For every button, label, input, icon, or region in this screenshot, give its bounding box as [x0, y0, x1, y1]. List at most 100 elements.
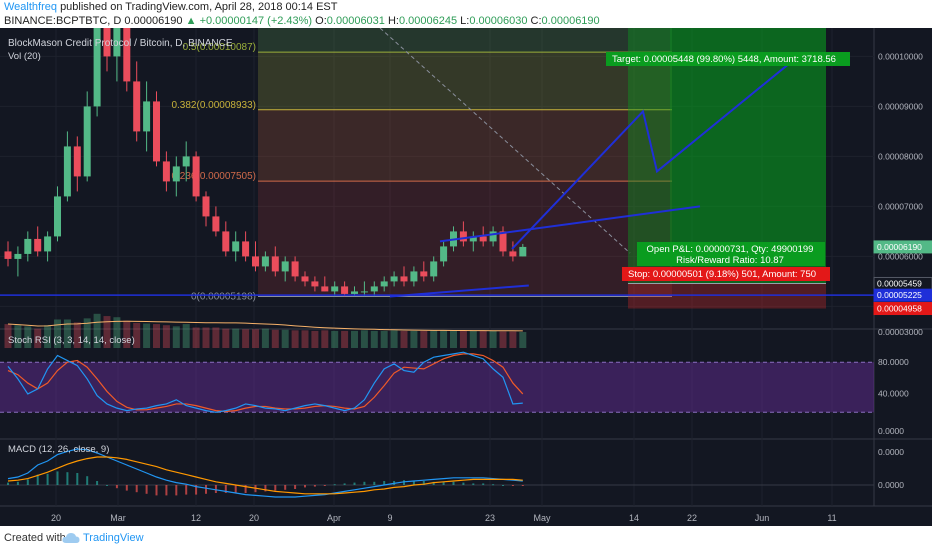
candle-body [281, 261, 289, 272]
footer: Created with TradingView [0, 526, 932, 550]
price-axis-tick: 0.00003000 [878, 327, 923, 337]
chart-area[interactable]: 0.618(0.00011240)0.5(0.00010087)0.382(0.… [0, 0, 932, 526]
price-badge: 0.00005459 [877, 278, 922, 288]
projection-path [511, 55, 799, 250]
up-arrow-icon: ▲ [185, 15, 197, 27]
macd-histogram-bar [106, 485, 108, 486]
candle-body [133, 81, 141, 132]
candle-body [400, 276, 408, 282]
macd-histogram-bar [56, 471, 59, 485]
fib-level-label: 0.382(0.00008933) [171, 100, 256, 111]
macd-histogram-bar [432, 481, 435, 485]
candle-body [93, 21, 101, 107]
macd-histogram-bar [125, 485, 128, 491]
volume-bar [509, 331, 517, 348]
stop-zone [628, 283, 826, 309]
high-label: H: [387, 15, 399, 27]
candle-body [370, 286, 378, 292]
candle-body [34, 238, 42, 252]
created-with-text: Created with [4, 532, 66, 544]
volume-bar [222, 328, 230, 348]
volume-bar [360, 330, 368, 348]
macd-histogram-bar [244, 485, 247, 493]
stoch-axis-tick: 40.0000 [878, 389, 909, 399]
macd-histogram-bar [363, 481, 366, 485]
macd-histogram-bar [412, 481, 415, 485]
volume-bar [103, 316, 111, 348]
candle-body [430, 261, 438, 277]
volume-bar [390, 330, 398, 348]
candle-body [83, 106, 91, 177]
volume-bar [410, 330, 418, 348]
tradingview-brand[interactable]: TradingView [83, 532, 144, 544]
volume-bar [212, 327, 220, 348]
candle-body [63, 146, 71, 197]
candle-body [192, 156, 200, 197]
macd-histogram-bar [492, 484, 495, 486]
volume-bar [400, 330, 408, 348]
candle-body [242, 241, 250, 257]
fib-level-label: 0.236(0.00007505) [171, 171, 256, 182]
high-value: 0.00006245 [398, 15, 458, 27]
price-axis-tick: 0.00007000 [878, 201, 923, 211]
author-link[interactable]: Wealthfreq [4, 1, 57, 13]
tradingview-cloud-icon [62, 533, 80, 543]
macd-histogram-bar [511, 485, 514, 486]
candle-body [519, 246, 527, 257]
volume-bar [113, 317, 121, 348]
candle-body [311, 281, 319, 287]
open-value: 0.00006031 [326, 15, 385, 27]
macd-histogram-bar [383, 481, 386, 485]
stoch-axis-tick: 80.0000 [878, 357, 909, 367]
candle-body [479, 236, 487, 242]
candle-body [440, 246, 448, 262]
candle-body [509, 251, 517, 257]
volume-bar [420, 330, 428, 348]
volume-bar [380, 330, 388, 348]
chart-title: BlockMason Credit Protocol / Bitcoin, D,… [8, 38, 233, 49]
time-axis-tick: Mar [110, 513, 126, 523]
macd-histogram-bar [115, 485, 118, 489]
close-value: 0.00006190 [541, 15, 600, 27]
volume-bar [479, 330, 487, 348]
published-text: published on TradingView.com, April 28, … [60, 1, 338, 13]
volume-bar [459, 330, 467, 348]
time-axis-tick: 11 [827, 513, 836, 523]
volume-bar [311, 330, 319, 348]
candle-body [459, 231, 467, 242]
volume-bar [321, 330, 329, 348]
candle-body [252, 256, 259, 267]
macd-histogram-bar [294, 485, 297, 489]
volume-bar [252, 329, 259, 348]
candle-body [14, 253, 22, 259]
target-label-box [606, 52, 850, 66]
volume-bar [271, 329, 279, 348]
macd-histogram-bar [333, 484, 336, 486]
candle-body [291, 261, 299, 277]
stop-label: Stop: 0.00000501 (9.18%) 501, Amount: 75… [628, 269, 816, 280]
candle-body [410, 271, 418, 282]
candle-body [499, 231, 507, 252]
macd-histogram-bar [205, 485, 207, 494]
price-axis-tick: 0.00008000 [878, 151, 923, 161]
macd-histogram-bar [304, 485, 306, 488]
volume-bar [291, 330, 299, 348]
candle-body [212, 216, 220, 232]
macd-histogram-bar [482, 483, 485, 485]
price-axis-tick: 0.00009000 [878, 101, 923, 111]
time-axis-tick: Jun [755, 513, 770, 523]
chart-svg[interactable]: 0.618(0.00011240)0.5(0.00010087)0.382(0.… [0, 0, 932, 526]
candle-body [360, 291, 368, 293]
volume-bar [440, 330, 448, 348]
stop-label-box [622, 267, 830, 281]
macd-histogram-bar [165, 485, 168, 496]
volume-bar [202, 327, 210, 348]
volume-bar [261, 328, 269, 348]
macd-histogram-bar [46, 473, 49, 485]
time-axis-tick: Apr [327, 513, 341, 523]
fib-zone [258, 52, 672, 110]
fib-zone [258, 0, 672, 53]
macd-histogram-bar [502, 485, 504, 486]
last-price: 0.00006190 [124, 15, 183, 27]
fib-level-label: 0(0.00005198) [191, 292, 256, 303]
